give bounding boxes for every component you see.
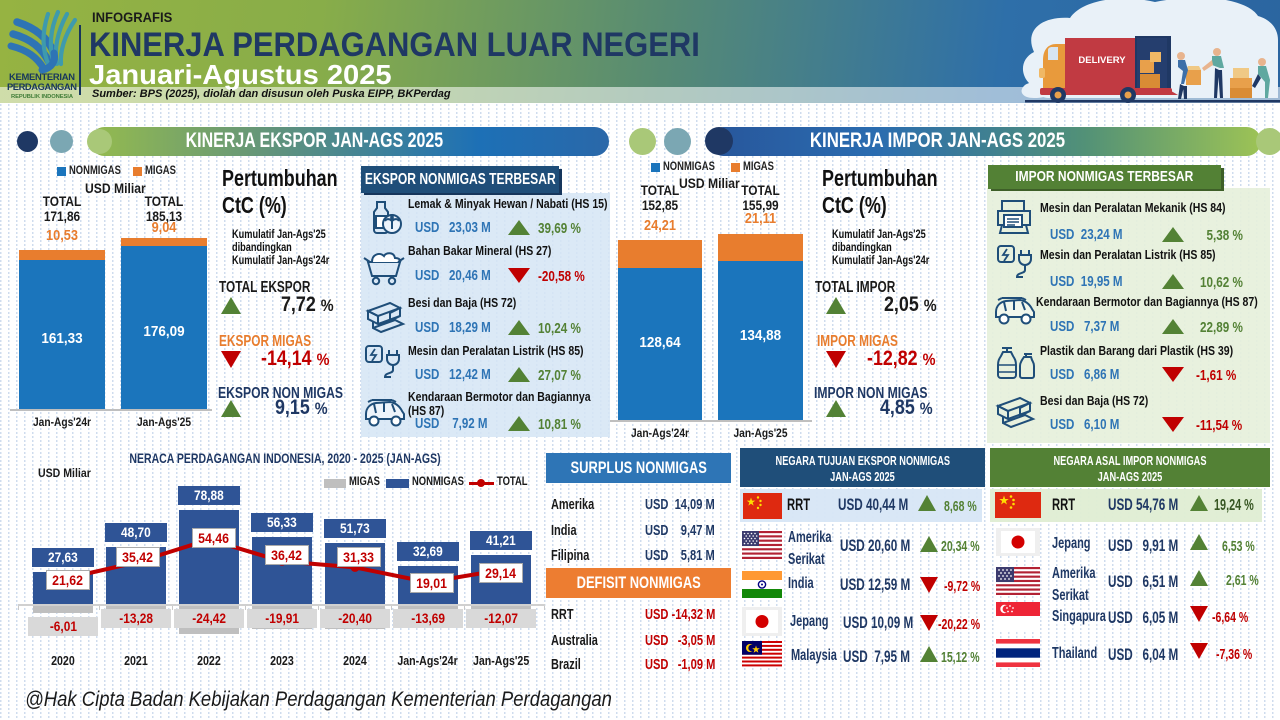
svg-text:PERDAGANGAN: PERDAGANGAN [7,81,77,92]
svg-text:KEMENTERIAN: KEMENTERIAN [9,71,75,82]
svg-text:REPUBLIK INDONESIA: REPUBLIK INDONESIA [11,94,74,100]
svg-text:DELIVERY: DELIVERY [1078,55,1126,66]
